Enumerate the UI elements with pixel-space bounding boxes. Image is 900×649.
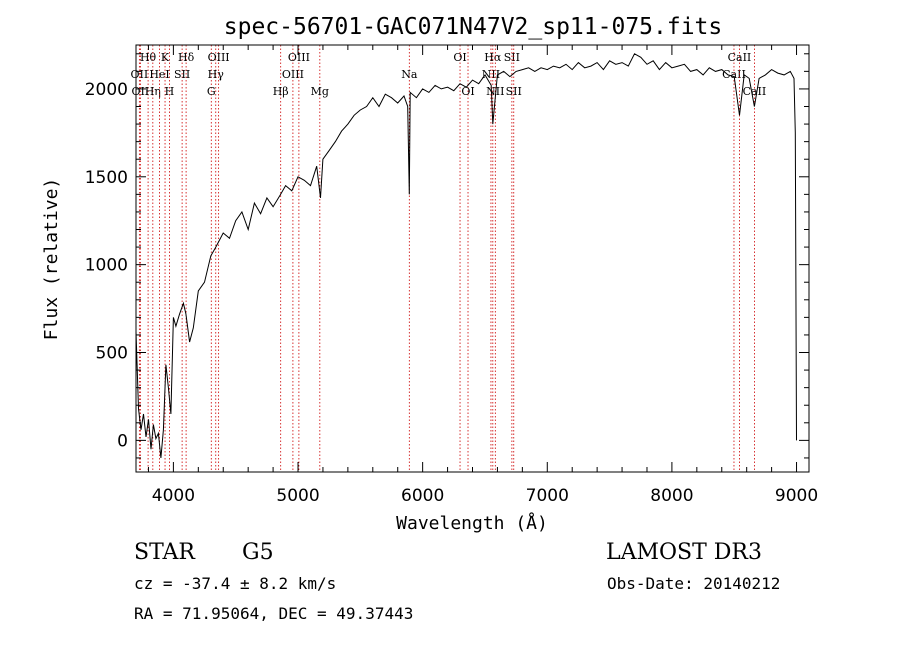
line-marker-label: OI — [453, 51, 466, 64]
line-marker-label: Hθ — [140, 51, 157, 64]
line-markers: OIIOIIHθHηHeIKHSIIHδGHγOIIIHβOIIIOIIIMgN… — [131, 45, 767, 472]
line-marker-label: Na — [401, 68, 418, 81]
x-tick-label: 6000 — [401, 486, 444, 506]
x-tick-label: 9000 — [775, 486, 818, 506]
x-axis-label: Wavelength (Å) — [396, 512, 548, 534]
line-marker-label: Hδ — [178, 51, 195, 64]
y-axis: 0 500 1000 1500 2000 — [85, 53, 809, 459]
line-marker-label: SII — [174, 68, 190, 81]
y-tick-label: 2000 — [85, 80, 128, 100]
line-marker-label: Hα — [484, 51, 502, 64]
line-marker-label: SII — [506, 85, 522, 98]
line-marker-label: HeI — [149, 68, 169, 81]
line-marker-label: K — [161, 51, 170, 64]
x-tick-label: 7000 — [526, 486, 569, 506]
object-subclass: G5 — [242, 540, 274, 565]
y-tick-label: 500 — [96, 344, 128, 364]
line-marker-label: OIII — [282, 68, 304, 81]
line-marker-label: G — [207, 85, 216, 98]
x-axis: 4000 5000 6000 7000 8000 9000 — [147, 45, 818, 506]
line-marker-label: CaII — [743, 85, 767, 98]
line-marker-label: Hγ — [208, 68, 225, 81]
line-marker-label: SII — [504, 51, 520, 64]
obs-date: Obs-Date: 20140212 — [607, 574, 781, 593]
redshift-value: cz = -37.4 ± 8.2 km/s — [134, 574, 337, 593]
line-marker-label: OI — [461, 85, 474, 98]
line-marker-label: Hβ — [273, 85, 289, 98]
line-marker-label: OIII — [288, 51, 310, 64]
spectrum-chart: spec-56701-GAC071N47V2_sp11-075.fits OII… — [41, 14, 818, 534]
line-marker-label: H — [165, 85, 175, 98]
line-marker-label: Hη — [145, 85, 161, 98]
x-tick-label: 5000 — [276, 486, 319, 506]
survey-name: LAMOST DR3 — [606, 540, 762, 565]
y-axis-label: Flux (relative) — [41, 178, 62, 341]
chart-title: spec-56701-GAC071N47V2_sp11-075.fits — [224, 14, 723, 40]
line-marker-label: OII — [131, 68, 149, 81]
line-marker-label: NII — [486, 85, 504, 98]
y-tick-label: 1000 — [85, 256, 128, 276]
coordinates: RA = 71.95064, DEC = 49.37443 — [134, 604, 414, 623]
flux-series-line — [135, 53, 797, 458]
object-class: STAR — [134, 540, 195, 565]
line-marker-label: CaII — [728, 51, 752, 64]
x-tick-label: 4000 — [152, 486, 195, 506]
y-tick-label: 1500 — [85, 168, 128, 188]
line-marker-label: Mg — [311, 85, 329, 98]
line-marker-label: CaII — [722, 68, 746, 81]
y-tick-label: 0 — [117, 431, 128, 451]
line-marker-label: OIII — [208, 51, 230, 64]
plot-frame — [135, 44, 810, 473]
x-tick-label: 8000 — [650, 486, 693, 506]
